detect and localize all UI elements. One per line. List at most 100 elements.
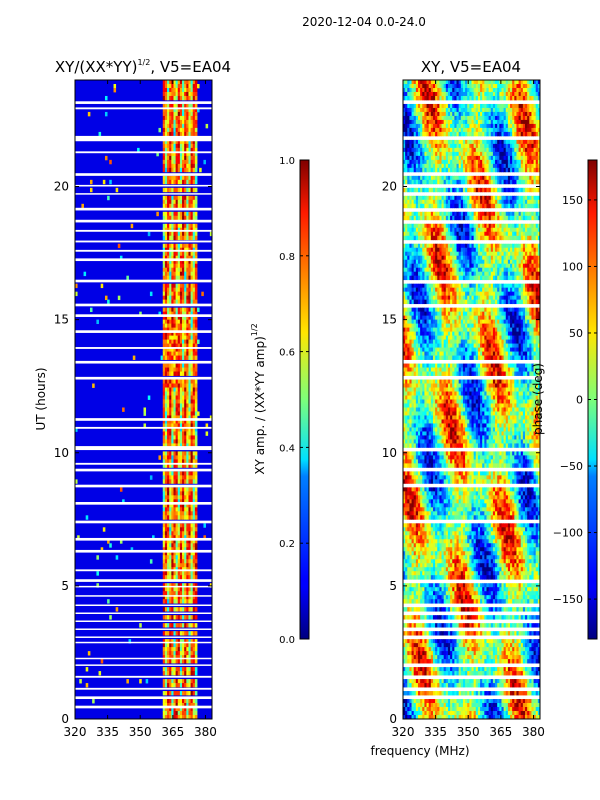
phase-cell bbox=[441, 247, 445, 253]
phase-cell bbox=[518, 175, 522, 181]
phase-cell bbox=[507, 187, 511, 193]
phase-cell bbox=[441, 80, 445, 85]
amplitude-cell bbox=[182, 323, 185, 329]
amplitude-cell bbox=[179, 271, 183, 277]
phase-cell bbox=[501, 179, 505, 185]
phase-cell bbox=[407, 247, 410, 253]
phase-cell bbox=[482, 87, 485, 93]
amplitude-cell bbox=[169, 591, 172, 596]
amplitude-cell bbox=[96, 555, 99, 560]
amplitude-cell bbox=[173, 251, 177, 257]
amplitude-cell bbox=[177, 255, 181, 261]
phase-cell bbox=[422, 91, 425, 97]
phase-cell bbox=[450, 223, 453, 229]
amplitude-cell bbox=[184, 351, 187, 356]
amplitude-cell bbox=[167, 547, 170, 552]
x-tick-label: 365 bbox=[161, 725, 184, 739]
amplitude-cell bbox=[164, 551, 168, 556]
amplitude-cell bbox=[173, 339, 177, 344]
phase-cell bbox=[518, 87, 522, 93]
phase-cell bbox=[501, 247, 505, 253]
phase-cell bbox=[439, 107, 442, 113]
phase-cell bbox=[501, 167, 505, 173]
amplitude-cell bbox=[190, 499, 194, 504]
phase-cell bbox=[497, 123, 500, 129]
amplitude-cell bbox=[194, 639, 198, 644]
phase-cell bbox=[497, 143, 500, 149]
phase-cell bbox=[403, 211, 406, 217]
amplitude-cell bbox=[175, 159, 179, 165]
phase-cell bbox=[409, 115, 412, 121]
phase-cell bbox=[417, 175, 421, 181]
phase-cell bbox=[460, 87, 464, 93]
phase-cell bbox=[462, 255, 466, 261]
amplitude-cell bbox=[192, 307, 196, 313]
amplitude-cell bbox=[130, 547, 134, 552]
amplitude-cell bbox=[167, 119, 170, 125]
phase-cell bbox=[426, 275, 430, 281]
amplitude-cell bbox=[167, 419, 170, 424]
amplitude-cell bbox=[188, 439, 191, 444]
phase-cell bbox=[499, 263, 502, 269]
amplitude-cell bbox=[167, 335, 170, 340]
phase-cell bbox=[467, 107, 470, 113]
phase-cell bbox=[484, 163, 487, 169]
phase-cell bbox=[480, 271, 483, 277]
phase-cell bbox=[490, 215, 494, 221]
amplitude-cell bbox=[160, 355, 164, 360]
phase-cell bbox=[480, 103, 483, 109]
amplitude-cell bbox=[184, 703, 187, 708]
phase-cell bbox=[497, 267, 500, 273]
amplitude-cell bbox=[192, 311, 196, 317]
phase-cell bbox=[435, 255, 438, 261]
amplitude-cell bbox=[162, 599, 166, 604]
phase-cell bbox=[426, 271, 430, 277]
amplitude-cell bbox=[190, 235, 194, 241]
amplitude-cell bbox=[175, 235, 179, 241]
phase-cell bbox=[533, 95, 537, 101]
phase-cell bbox=[450, 275, 453, 281]
phase-cell bbox=[505, 139, 509, 145]
phase-cell bbox=[428, 155, 432, 161]
phase-cell bbox=[430, 95, 434, 101]
phase-cell bbox=[527, 175, 530, 181]
amplitude-cell bbox=[194, 355, 198, 360]
amplitude-flagged-band bbox=[75, 101, 212, 104]
amplitude-cell bbox=[175, 123, 179, 129]
amplitude-cell bbox=[173, 683, 177, 688]
phase-cell bbox=[499, 235, 502, 241]
phase-cell bbox=[413, 187, 417, 193]
phase-cell bbox=[465, 95, 468, 101]
amplitude-flagged-band bbox=[75, 579, 212, 582]
phase-cell bbox=[520, 267, 524, 273]
phase-cell bbox=[409, 111, 412, 117]
amplitude-cell bbox=[175, 547, 179, 552]
amplitude-cell bbox=[175, 591, 179, 596]
phase-cell bbox=[445, 151, 449, 157]
amplitude-cell bbox=[179, 415, 183, 420]
phase-cell bbox=[486, 87, 490, 93]
phase-cell bbox=[450, 187, 453, 193]
phase-cell bbox=[512, 155, 515, 161]
phase-cell bbox=[465, 243, 468, 249]
phase-cell bbox=[439, 179, 442, 185]
phase-cell bbox=[428, 115, 432, 121]
phase-cell bbox=[495, 211, 498, 217]
phase-cell bbox=[497, 175, 500, 181]
phase-cell bbox=[488, 147, 492, 153]
phase-cell bbox=[413, 83, 417, 89]
phase-cell bbox=[535, 243, 539, 249]
amplitude-cell bbox=[162, 215, 166, 221]
phase-cell bbox=[447, 159, 451, 165]
amplitude-cell bbox=[194, 83, 198, 89]
phase-cell bbox=[439, 151, 442, 157]
phase-cell bbox=[525, 235, 528, 241]
phase-cell bbox=[465, 259, 468, 265]
amplitude-cell bbox=[171, 419, 174, 424]
amplitude-cell bbox=[171, 427, 174, 432]
amplitude-cell bbox=[194, 395, 198, 400]
amplitude-cell bbox=[164, 583, 168, 588]
phase-cell bbox=[432, 195, 436, 201]
amplitude-cell bbox=[162, 319, 166, 325]
phase-cell bbox=[529, 223, 532, 229]
